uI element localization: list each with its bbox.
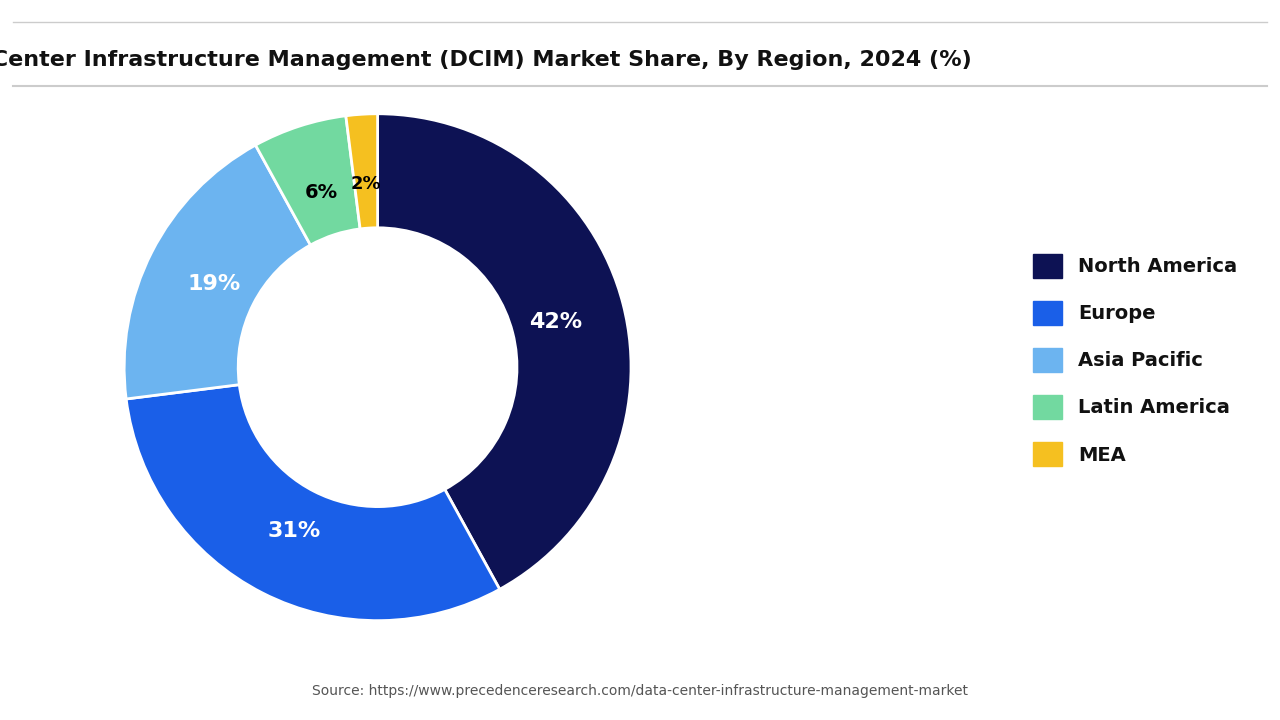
Wedge shape [256,116,360,245]
Wedge shape [346,114,378,229]
Wedge shape [124,145,311,399]
Wedge shape [127,384,499,621]
Text: 2%: 2% [351,175,381,193]
Text: 42%: 42% [529,312,582,331]
Circle shape [246,235,509,499]
Text: Source: https://www.precedenceresearch.com/data-center-infrastructure-management: Source: https://www.precedenceresearch.c… [312,685,968,698]
Legend: North America, Europe, Asia Pacific, Latin America, MEA: North America, Europe, Asia Pacific, Lat… [1025,246,1244,474]
Wedge shape [378,114,631,589]
Text: 6%: 6% [305,183,338,202]
Text: 31%: 31% [268,521,321,541]
Text: Data Center Infrastructure Management (DCIM) Market Share, By Region, 2024 (%): Data Center Infrastructure Management (D… [0,50,972,71]
Text: 19%: 19% [187,274,241,294]
